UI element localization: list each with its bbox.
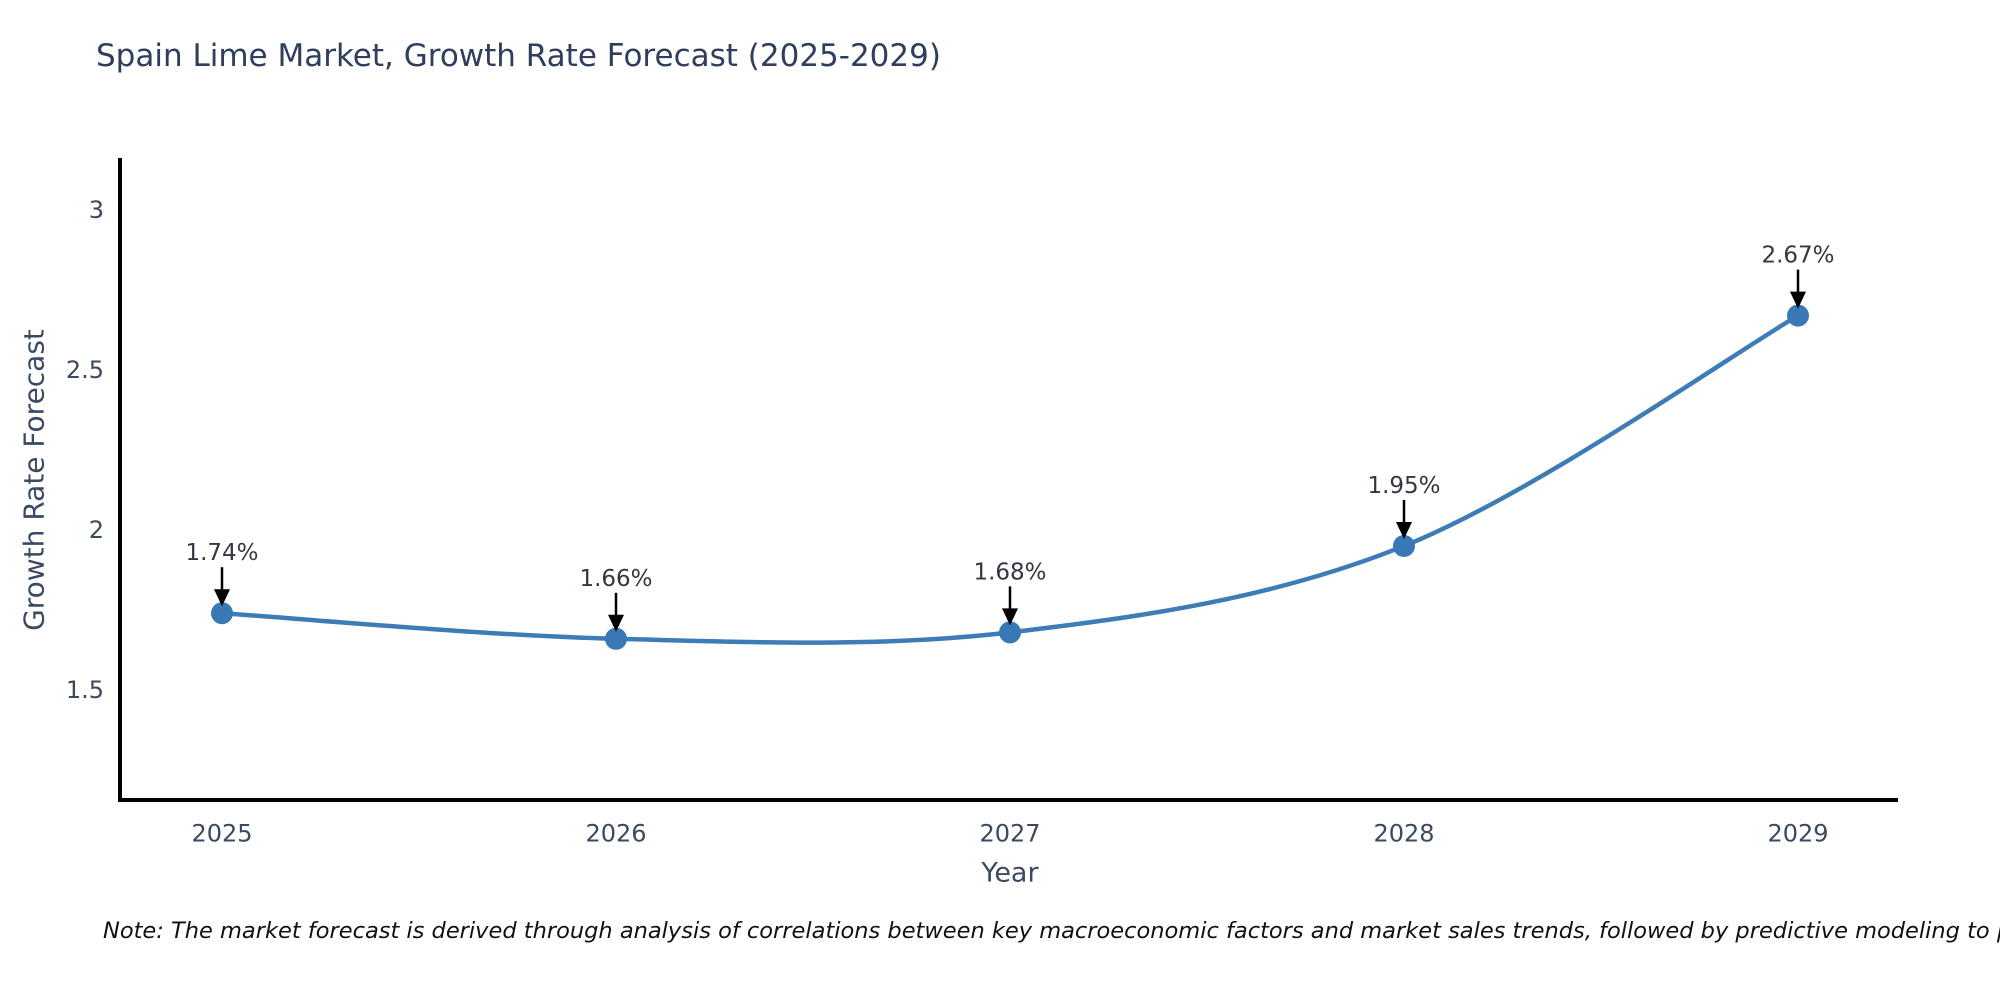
- x-axis-title: Year: [981, 857, 1039, 889]
- footnote: Note: The market forecast is derived thr…: [103, 918, 2000, 944]
- y-tick-label: 2.5: [66, 356, 104, 384]
- y-tick-label: 2: [89, 516, 104, 544]
- annotation-arrowhead-icon: [214, 589, 230, 607]
- data-point-marker: [999, 621, 1021, 644]
- data-point-marker: [211, 602, 233, 625]
- annotation-arrowhead-icon: [1790, 291, 1806, 309]
- x-tick-label: 2026: [585, 820, 646, 848]
- data-point-value-label: 2.67%: [1761, 243, 1834, 269]
- data-point-marker: [605, 627, 627, 650]
- data-point-value-label: 1.68%: [973, 559, 1046, 585]
- x-tick-label: 2025: [191, 820, 252, 848]
- x-tick-label: 2029: [1767, 820, 1828, 848]
- annotation-arrowhead-icon: [1002, 608, 1018, 626]
- x-tick-label: 2028: [1373, 820, 1434, 848]
- data-point-value-label: 1.66%: [579, 566, 652, 592]
- data-point-marker: [1393, 535, 1415, 557]
- x-tick-label: 2027: [979, 820, 1040, 848]
- chart-title: Spain Lime Market, Growth Rate Forecast …: [96, 38, 941, 74]
- data-point-value-label: 1.95%: [1367, 473, 1440, 499]
- y-tick-label: 1.5: [66, 676, 104, 704]
- data-point-marker: [1787, 304, 1809, 327]
- annotation-arrowhead-icon: [1396, 522, 1412, 539]
- data-point-value-label: 1.74%: [185, 540, 258, 566]
- annotation-arrowhead-icon: [608, 614, 624, 632]
- y-tick-label: 3: [89, 196, 104, 224]
